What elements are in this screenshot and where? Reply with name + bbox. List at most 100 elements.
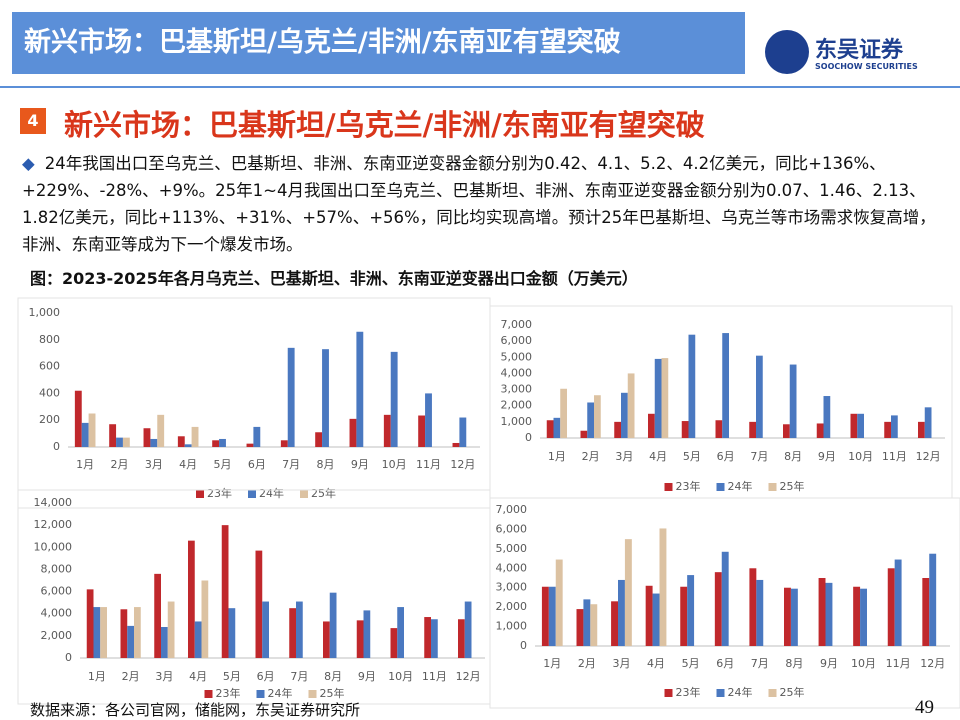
- bar: [356, 331, 364, 447]
- bar: [688, 334, 696, 438]
- x-tick-label: 10月: [851, 657, 876, 670]
- section-title: 新兴市场：巴基斯坦/乌克兰/非洲/东南亚有望突破: [64, 108, 705, 142]
- bar: [853, 586, 861, 646]
- bar: [818, 578, 826, 646]
- bar: [109, 424, 117, 447]
- bar: [614, 421, 621, 438]
- bar: [349, 418, 357, 447]
- x-tick-label: 1月: [76, 458, 94, 471]
- x-tick-label: 6月: [257, 670, 275, 683]
- source: 数据来源：各公司官网，储能网，东吴证券研究所: [30, 701, 361, 719]
- x-tick-label: 9月: [818, 450, 836, 463]
- y-tick-label: 7,000: [501, 318, 533, 331]
- y-tick-label: 3,000: [496, 581, 528, 594]
- x-tick-label: 9月: [351, 458, 369, 471]
- legend-label: 25年: [780, 479, 805, 493]
- y-tick-label: 400: [39, 386, 60, 399]
- logo-icon: [765, 30, 809, 74]
- y-tick-label: 4,000: [496, 561, 528, 574]
- x-tick-label: 12月: [450, 458, 475, 471]
- x-tick-label: 5月: [214, 458, 232, 471]
- bar: [790, 588, 798, 646]
- bar: [654, 358, 662, 438]
- bar: [143, 428, 151, 447]
- x-tick-label: 7月: [750, 450, 768, 463]
- page-number: 49: [915, 697, 934, 718]
- x-tick-label: 2月: [582, 450, 600, 463]
- bar: [823, 396, 831, 438]
- bar: [648, 413, 655, 438]
- bar: [93, 607, 101, 658]
- bar: [714, 572, 722, 646]
- bar: [424, 617, 431, 658]
- bar: [587, 402, 594, 438]
- y-tick-label: 200: [39, 413, 60, 426]
- y-tick-label: 6,000: [41, 585, 73, 598]
- legend-swatch: [716, 483, 725, 491]
- bar: [680, 586, 688, 646]
- bar: [576, 609, 584, 646]
- bar: [201, 580, 209, 658]
- bar: [590, 604, 598, 646]
- y-tick-label: 5,000: [501, 350, 533, 363]
- bar: [127, 625, 134, 658]
- header-title: 新兴市场：巴基斯坦/乌克兰/非洲/东南亚有望突破: [12, 12, 745, 74]
- legend-label: 23年: [216, 686, 241, 700]
- bar: [659, 528, 667, 646]
- bar: [816, 423, 824, 438]
- x-tick-label: 6月: [716, 657, 734, 670]
- x-tick-label: 12月: [456, 670, 481, 683]
- figure-caption: 图：2023-2025年各月乌克兰、巴基斯坦、非洲、东南亚逆变器出口金额（万美元…: [30, 269, 638, 288]
- y-tick-label: 0: [525, 431, 532, 444]
- x-tick-label: 6月: [248, 458, 266, 471]
- bar: [924, 407, 932, 438]
- bullet: ◆ 24年我国出口至乌克兰、巴基斯坦、非洲、东南亚逆变器金额分别为0.42、4.1…: [22, 150, 942, 258]
- bar: [541, 586, 549, 646]
- bar: [88, 413, 96, 447]
- x-tick-label: 11月: [886, 657, 911, 670]
- bar: [167, 601, 175, 658]
- bar: [850, 413, 858, 438]
- x-tick-label: 9月: [358, 670, 376, 683]
- y-tick-label: 4,000: [41, 607, 73, 620]
- x-tick-label: 3月: [145, 458, 163, 471]
- bar: [645, 585, 653, 646]
- bar: [789, 364, 797, 438]
- bar: [255, 550, 263, 658]
- bar: [253, 426, 261, 447]
- x-tick-label: 7月: [282, 458, 300, 471]
- x-tick-label: 2月: [111, 458, 129, 471]
- x-tick-label: 10月: [382, 458, 407, 471]
- y-tick-label: 7,000: [496, 503, 528, 516]
- x-tick-label: 11月: [416, 458, 441, 471]
- x-tick-label: 2月: [122, 670, 140, 683]
- x-tick-label: 12月: [920, 657, 945, 670]
- chart-frame: [489, 497, 960, 709]
- bar: [749, 421, 756, 438]
- bar: [884, 421, 891, 438]
- bar: [553, 417, 561, 438]
- bar: [418, 415, 426, 447]
- x-tick-label: 3月: [612, 657, 630, 670]
- bar: [219, 438, 226, 447]
- divider: [0, 86, 960, 88]
- bar: [212, 440, 220, 447]
- y-tick-label: 1,000: [29, 306, 61, 319]
- x-tick-label: 7月: [751, 657, 769, 670]
- x-tick-label: 3月: [615, 450, 633, 463]
- bar: [918, 421, 925, 438]
- bar: [191, 426, 199, 447]
- x-tick-label: 6月: [717, 450, 735, 463]
- y-tick-label: 800: [39, 333, 60, 346]
- bar: [627, 373, 635, 438]
- y-tick-label: 2,000: [41, 629, 73, 642]
- bar: [431, 619, 438, 658]
- x-tick-label: 10月: [848, 450, 873, 463]
- y-tick-label: 1,000: [496, 620, 528, 633]
- x-tick-label: 10月: [388, 670, 413, 683]
- x-tick-label: 5月: [223, 670, 241, 683]
- x-tick-label: 8月: [785, 657, 803, 670]
- chart-frame: [489, 305, 953, 499]
- legend-label: 23年: [207, 486, 232, 500]
